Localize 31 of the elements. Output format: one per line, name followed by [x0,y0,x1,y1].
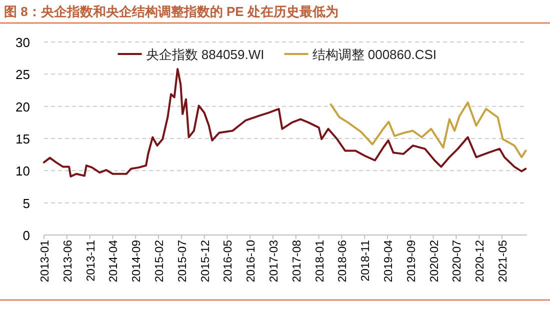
x-tick-label: 2015-02 [154,240,166,282]
x-tick-label: 2013-11 [85,240,98,282]
x-tick-label: 2016-10 [246,240,258,282]
x-tick-label: 2021-05 [498,240,510,282]
x-tick-label: 2015-12 [200,240,212,282]
x-tick-label: 2013-01 [40,240,52,282]
y-tick-label: 0 [22,228,30,243]
x-tick-label: 2018-06 [337,240,350,282]
x-tick-label: 2019-04 [383,239,396,282]
x-tick-label: 2020-12 [474,240,487,282]
y-tick-label: 10 [16,164,30,179]
y-tick-label: 30 [16,35,30,50]
x-tick-label: 2018-01 [314,240,326,282]
x-tick-label: 2019-09 [406,240,418,282]
x-tick-label: 2017-08 [291,240,304,282]
x-tick-label: 2015-07 [176,240,189,282]
x-tick-label: 2020-07 [452,240,464,282]
x-tick-label: 2014-09 [131,240,144,282]
y-tick-label: 15 [16,132,30,146]
x-tick-label: 2017-03 [268,240,281,282]
x-tick-label: 2016-05 [222,240,235,282]
legend-label: 结构调整 000860.CSI [312,47,437,62]
y-tick-label: 5 [22,196,30,211]
chart-title: 图 8：央企指数和央企结构调整指数的 PE 处在历史最低为 [4,4,338,19]
x-tick-label: 2020-02 [428,240,441,282]
y-tick-label: 20 [16,99,30,114]
x-tick-label: 2018-11 [360,240,372,282]
x-tick-label: 2014-04 [108,239,120,282]
y-tick-label: 25 [16,67,30,82]
x-tick-label: 2013-06 [62,240,74,282]
legend-label: 央企指数 884059.WI [146,47,264,62]
